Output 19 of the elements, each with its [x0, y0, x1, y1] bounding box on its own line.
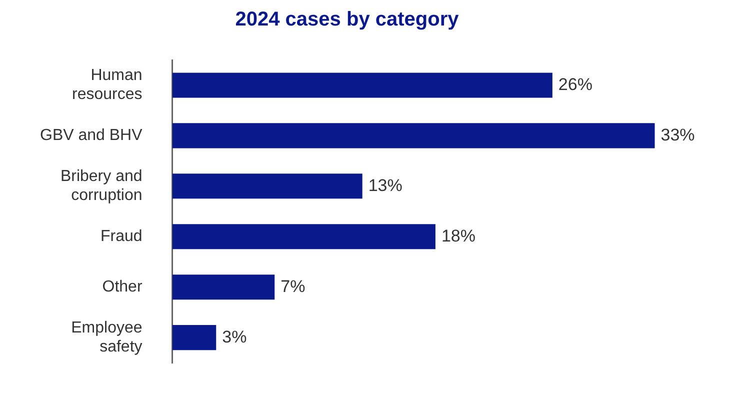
data-label: 7%	[280, 276, 306, 296]
y-tick-label: Employee safety	[71, 319, 142, 356]
data-label: 33%	[660, 125, 695, 144]
y-tick-label: GBV and BHV	[40, 127, 143, 144]
data-label: 13%	[368, 176, 402, 195]
y-tick-label: Fraud	[100, 228, 142, 246]
chart-title: 2024 cases by category	[235, 8, 460, 31]
y-tick-label: Human resources	[72, 67, 142, 104]
data-label: 26%	[558, 74, 592, 94]
y-tick-label: Bribery and corruption	[60, 168, 142, 204]
y-tick-label: Other	[102, 278, 143, 296]
data-label: 18%	[441, 226, 476, 246]
bar	[172, 174, 362, 199]
bar	[172, 72, 552, 98]
bar	[172, 274, 275, 300]
bar	[172, 325, 216, 350]
bar	[172, 123, 655, 148]
data-label: 3%	[222, 327, 247, 346]
bar	[172, 224, 436, 250]
